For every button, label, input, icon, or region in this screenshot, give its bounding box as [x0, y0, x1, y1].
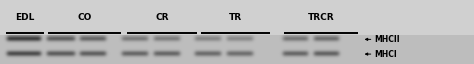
Text: MHCII: MHCII [374, 35, 400, 44]
Text: EDL: EDL [15, 13, 34, 22]
Text: TR: TR [229, 13, 242, 22]
Text: MHCI: MHCI [374, 50, 397, 59]
Text: CR: CR [155, 13, 169, 22]
Text: CO: CO [77, 13, 92, 22]
Text: TRCR: TRCR [308, 13, 335, 22]
